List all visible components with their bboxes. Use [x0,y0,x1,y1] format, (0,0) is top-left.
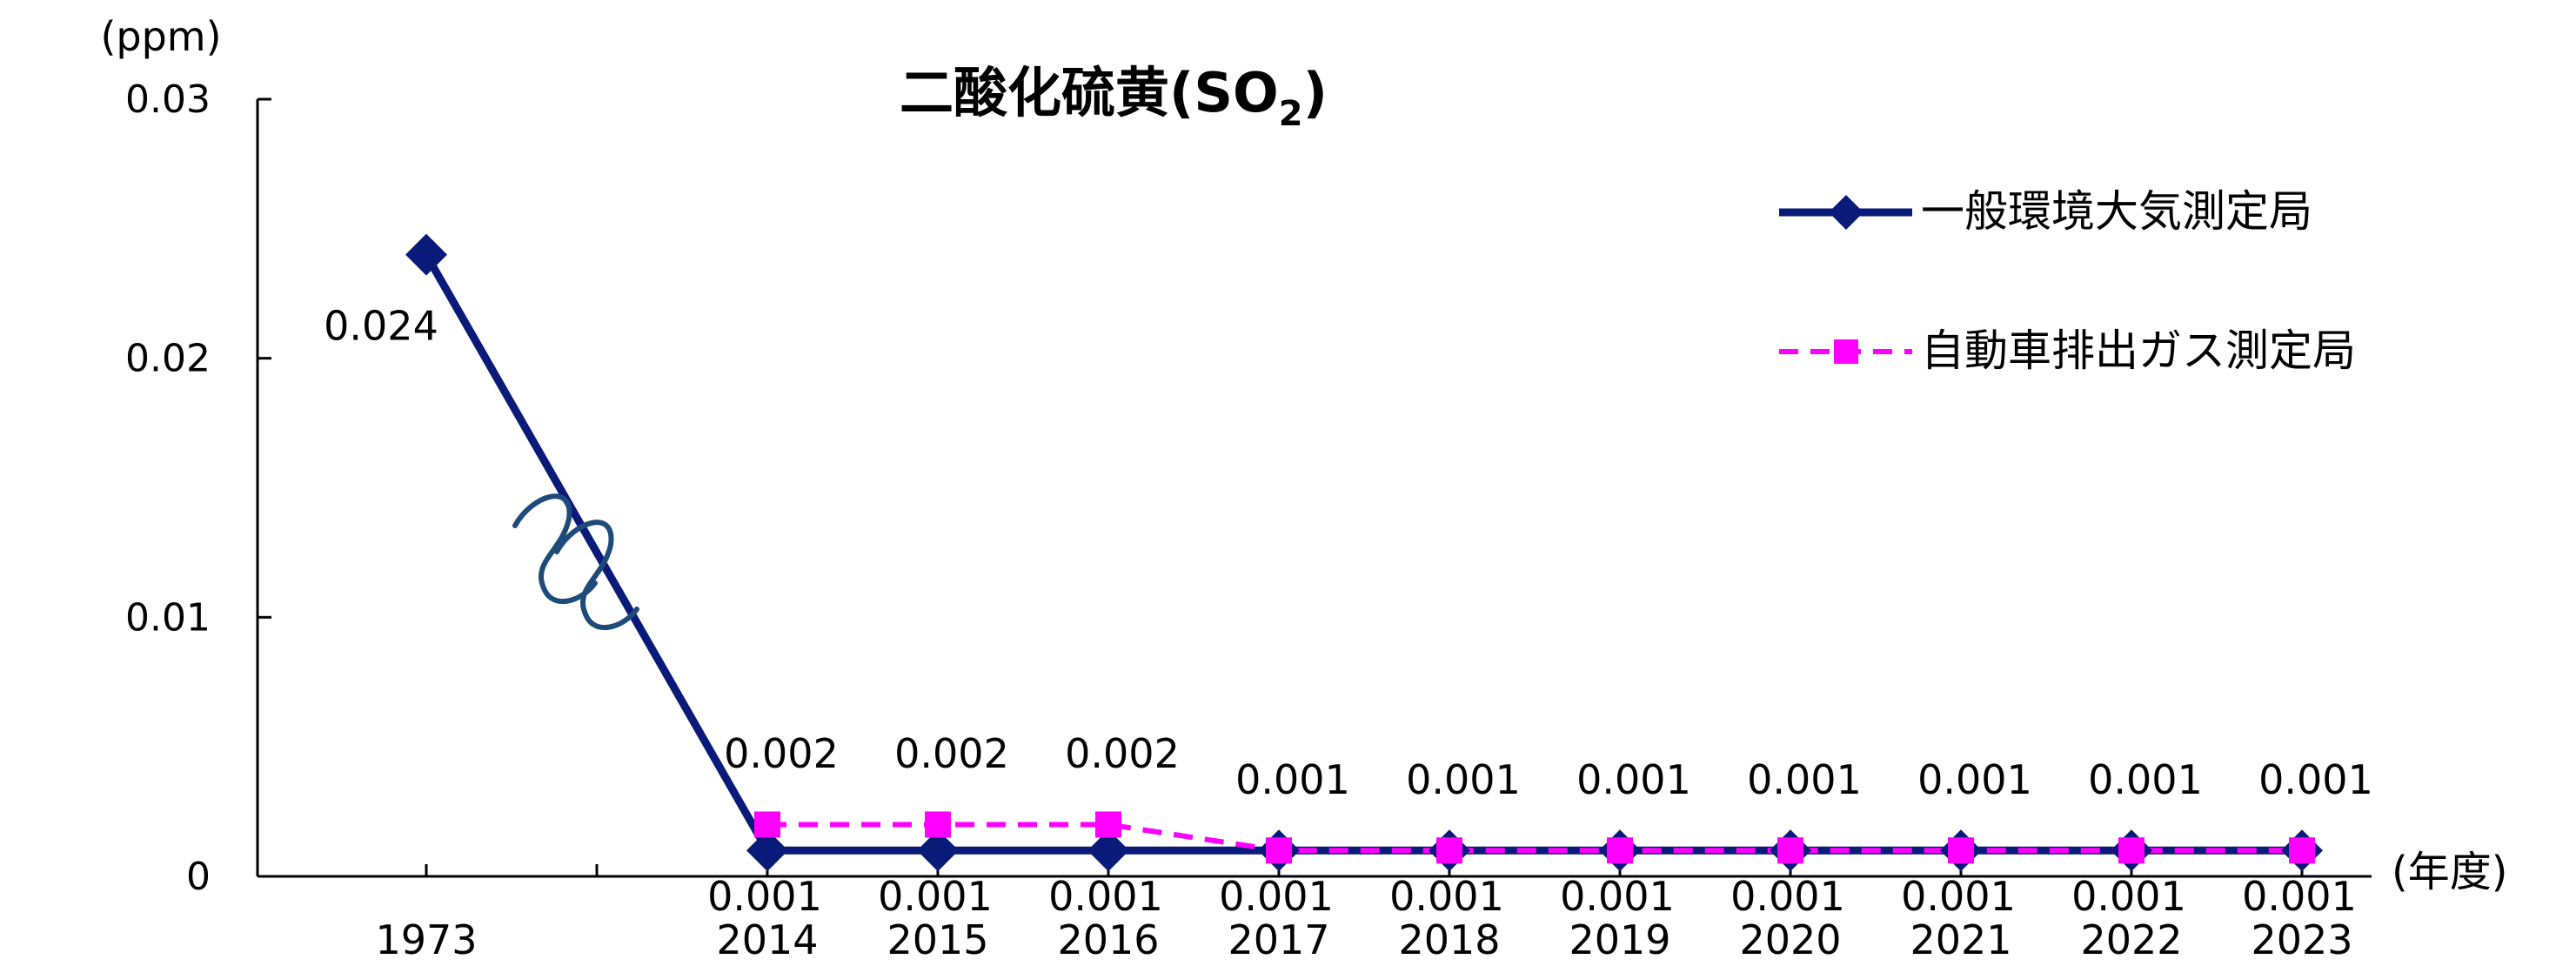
series-marker-square [1095,811,1121,838]
series-marker-square [925,811,951,838]
legend-label-1: 一般環境大気測定局 [1921,186,2312,237]
series-marker-square [1777,837,1803,864]
data-label-series-1: 0.024 [324,303,438,350]
x-tick-label: 2014 [716,916,818,963]
series-marker-diamond [917,829,959,872]
y-tick-label: 0.02 [125,337,211,381]
data-label-series-2: 0.002 [724,730,839,777]
data-label-series-2: 0.001 [1235,756,1350,803]
series-marker-diamond [405,233,447,276]
data-label-series-1: 0.001 [1730,873,1845,920]
series-marker-square [2289,837,2315,864]
x-tick-label: 2016 [1057,916,1159,963]
data-label-series-1: 0.001 [1048,873,1163,920]
data-label-series-2: 0.002 [894,730,1009,777]
x-tick-label: 2018 [1398,916,1500,963]
data-label-series-1: 0.001 [1560,873,1675,920]
x-tick-label: 1973 [375,916,477,963]
data-label-series-1: 0.001 [707,873,822,920]
x-tick-label: 2017 [1228,916,1329,963]
x-tick-label: 2019 [1569,916,1670,963]
series-marker-diamond [746,829,788,872]
series-marker-square [2118,837,2144,864]
y-tick-label: 0 [186,855,211,899]
series-marker-diamond [1087,829,1129,872]
x-tick-label: 2015 [887,916,988,963]
y-tick-label: 0.03 [125,77,211,122]
y-tick-label: 0.01 [125,595,211,640]
data-label-series-1: 0.001 [878,873,993,920]
series-marker-square [1948,837,1974,864]
data-label-series-1: 0.001 [1901,873,2016,920]
series-marker-square [1607,837,1633,864]
chart-title: 二酸化硫黄(SO2) [900,61,1328,134]
series-marker-square [1266,837,1292,864]
x-tick-label: 2022 [2080,916,2182,963]
data-label-series-2: 0.001 [1917,756,2032,803]
legend-marker-square [1834,339,1858,364]
data-label-series-2: 0.001 [2258,756,2373,803]
data-label-series-2: 0.001 [1576,756,1691,803]
x-tick-label: 2023 [2251,916,2352,963]
series-marker-square [754,811,780,838]
data-label-series-2: 0.002 [1065,730,1180,777]
x-unit-label: (年度) [2392,848,2507,896]
y-unit-label: (ppm) [100,13,221,60]
data-label-series-1: 0.001 [1389,873,1504,920]
chart-title-subscript: 2 [1279,94,1303,134]
series-line-2 [767,822,2302,854]
x-tick-label: 2020 [1739,916,1841,963]
data-label-series-2: 0.001 [1406,756,1521,803]
legend-label-2: 自動車排出ガス測定局 [1921,325,2356,376]
data-label-series-1: 0.001 [1219,873,1334,920]
x-tick-label: 2021 [1910,916,2011,963]
chart-title-suffix: ) [1303,61,1328,124]
series-marker-square [1436,837,1462,864]
data-label-series-1: 0.001 [2242,873,2357,920]
data-label-series-2: 0.001 [2088,756,2203,803]
data-label-series-1: 0.001 [2071,873,2186,920]
axis-break-symbol [554,520,639,631]
data-label-series-2: 0.001 [1747,756,1862,803]
legend-marker-diamond [1829,195,1863,230]
axis-break-symbol [512,493,598,605]
